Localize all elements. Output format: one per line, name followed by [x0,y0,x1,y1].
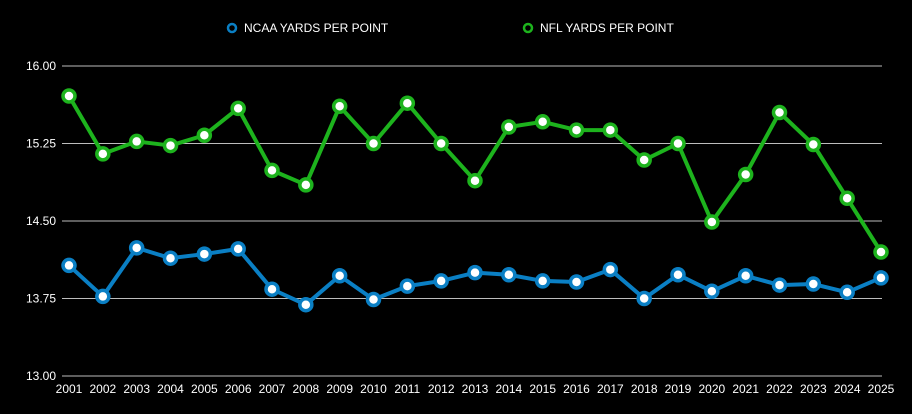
y-tick-label: 13.75 [26,292,56,306]
x-tick-label: 2007 [259,382,286,396]
x-tick-label: 2017 [597,382,624,396]
data-point [737,268,754,284]
data-point [568,122,585,138]
data-point [467,264,483,281]
y-tick-label: 13.00 [26,369,56,383]
x-tick-label: 2002 [89,382,116,396]
data-point [331,98,348,115]
data-point [805,276,822,292]
x-tick-label: 2004 [157,382,184,396]
data-point [95,146,111,162]
data-point [602,261,619,278]
data-point [839,284,855,301]
data-point [873,244,889,260]
data-point [230,100,246,117]
y-tick-label: 14.50 [26,214,56,228]
data-point [433,135,449,152]
x-tick-label: 2015 [529,382,556,396]
data-point [61,257,77,274]
data-point [501,266,517,283]
data-point [534,273,551,289]
data-point [433,273,449,289]
x-tick-label: 2013 [462,382,489,396]
x-tick-label: 2010 [360,382,387,396]
data-point [704,214,720,230]
data-point [162,250,179,266]
data-point [196,246,213,262]
data-point [805,136,822,153]
x-tick-label: 2023 [800,382,827,396]
data-point [162,137,179,154]
x-tick-label: 2011 [394,382,420,396]
data-point [128,240,145,256]
x-tick-label: 2009 [326,382,353,396]
x-tick-label: 2005 [191,382,218,396]
data-point [602,122,619,138]
data-point [95,288,111,305]
x-tick-label: 2012 [428,382,455,396]
data-point [568,274,585,290]
x-tick-label: 2008 [292,382,319,396]
data-point [467,172,483,189]
data-point [365,135,382,152]
data-point [771,104,788,121]
data-point [771,277,788,293]
x-tick-label: 2003 [123,382,150,396]
data-point [365,291,382,308]
x-tick-label: 2024 [834,382,861,396]
data-point [399,95,416,111]
x-tick-label: 2018 [631,382,658,396]
data-point [61,88,77,104]
x-tick-label: 2016 [563,382,590,396]
legend-label: NCAA YARDS PER POINT [244,21,389,35]
data-point [399,278,416,294]
legend-marker [226,22,238,34]
data-point [839,190,855,207]
data-point [873,270,889,286]
data-point [670,135,686,152]
data-point [636,152,652,168]
data-point [230,241,246,257]
data-point [534,114,551,130]
data-point [298,296,314,313]
data-point [264,281,280,297]
data-point [704,283,720,300]
x-tick-label: 2020 [698,382,725,396]
data-point [670,266,686,283]
data-point [264,162,280,179]
x-tick-label: 2025 [868,382,895,396]
y-tick-label: 16.00 [26,59,56,73]
legend-label: NFL YARDS PER POINT [540,21,674,35]
x-tick-label: 2019 [665,382,692,396]
data-point [501,119,517,135]
x-tick-label: 2006 [225,382,252,396]
y-tick-label: 15.25 [26,137,56,151]
data-point [196,127,213,143]
x-tick-label: 2001 [56,382,83,396]
x-tick-label: 2021 [732,382,759,396]
data-point [737,166,754,183]
data-point [128,133,145,150]
legend-marker [522,22,534,34]
data-point [331,268,348,284]
data-point [298,177,314,193]
x-tick-label: 2022 [766,382,793,396]
data-point [636,290,652,307]
x-tick-label: 2014 [495,382,522,396]
